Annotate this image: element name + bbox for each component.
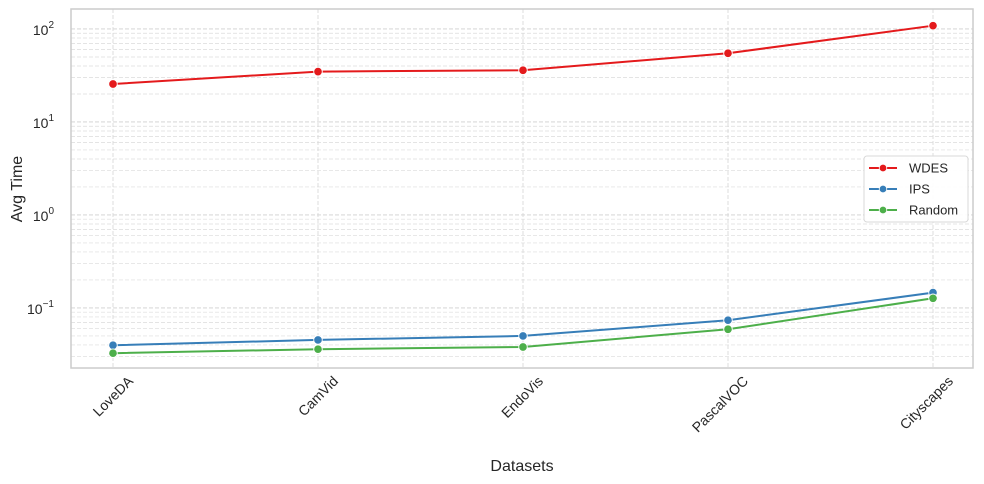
legend-item-wdes: WDES <box>869 161 948 176</box>
legend: WDES IPS Random <box>863 155 969 223</box>
plot-frame <box>70 8 974 369</box>
x-tick-label: LoveDA <box>90 372 137 419</box>
series-layer <box>108 20 938 358</box>
legend-label: Random <box>909 203 958 218</box>
x-tick-label: CamVid <box>295 373 341 419</box>
y-tick-label: 102 <box>33 20 55 38</box>
x-axis-ticks: LoveDA CamVid EndoVis PascalVOC Cityscapes <box>90 372 957 435</box>
data-point-marker <box>723 48 733 59</box>
data-point-marker <box>313 66 323 77</box>
series-ips <box>108 287 938 350</box>
y-axis-title: Avg Time <box>9 156 26 223</box>
data-point-marker <box>313 344 323 354</box>
data-point-marker <box>108 79 118 89</box>
data-point-marker <box>108 348 118 358</box>
x-axis-title: Datasets <box>490 458 553 475</box>
x-tick-label: Cityscapes <box>896 373 956 433</box>
data-point-marker <box>518 331 528 341</box>
data-point-marker <box>518 65 528 75</box>
legend-box <box>863 155 969 223</box>
data-point-marker <box>723 315 733 325</box>
data-point-marker <box>108 340 118 350</box>
y-axis-ticks: 102 101 100 10−1 <box>27 20 54 317</box>
y-tick-label: 101 <box>33 113 55 131</box>
x-tick-label: EndoVis <box>498 373 546 421</box>
grid-lines <box>71 9 973 368</box>
y-tick-label: 100 <box>33 206 55 224</box>
legend-item-ips: IPS <box>869 182 930 197</box>
y-tick-label: 10−1 <box>27 299 54 317</box>
data-point-marker <box>723 324 733 334</box>
data-point-marker <box>928 293 938 304</box>
legend-item-random: Random <box>869 203 958 218</box>
legend-label: IPS <box>909 182 930 197</box>
data-point-marker <box>313 335 323 345</box>
x-tick-label: PascalVOC <box>689 373 751 435</box>
legend-marker-icon <box>878 163 888 173</box>
legend-label: WDES <box>909 161 948 176</box>
series-random <box>108 293 938 358</box>
legend-marker-icon <box>878 184 888 194</box>
legend-marker-icon <box>878 205 888 215</box>
series-wdes <box>108 20 938 89</box>
data-point-marker <box>928 20 938 31</box>
data-point-marker <box>518 342 528 352</box>
